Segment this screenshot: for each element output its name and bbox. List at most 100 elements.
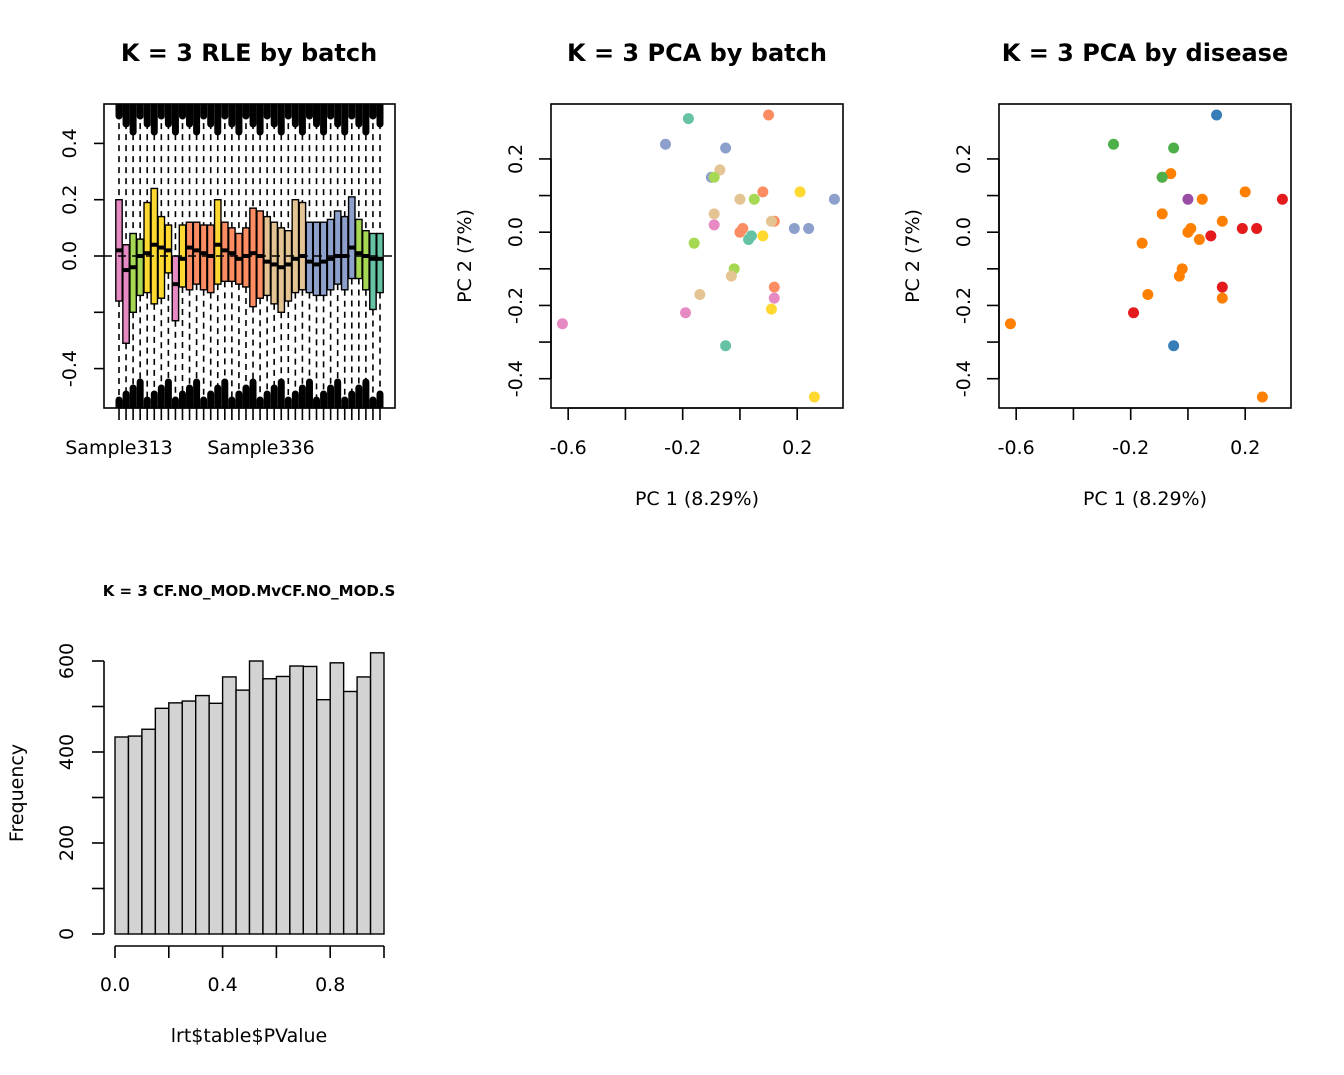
pca-batch-x-tick-label: 0.2 (782, 437, 812, 459)
rle-y-tick-label: 0.4 (59, 128, 81, 158)
rle-boxes (104, 104, 395, 408)
pca-batch-point (708, 208, 720, 220)
pca-disease-point (1108, 138, 1120, 150)
rle-title: K = 3 RLE by batch (121, 39, 377, 67)
rle-box (157, 215, 166, 299)
pca-disease-point (1236, 223, 1248, 235)
pca-disease-y-tick-label: -0.4 (953, 360, 975, 397)
pca-batch-y-tick-label: -0.4 (505, 360, 527, 397)
rle-box (312, 221, 321, 297)
rle-box (333, 210, 342, 285)
histogram-bar (275, 675, 291, 935)
histogram-x-tick-label: 0.4 (207, 974, 237, 996)
pca-batch-point (757, 230, 769, 242)
histogram-x-tick-label: 0.0 (100, 974, 130, 996)
pca-disease-plot-frame (998, 103, 1292, 409)
rle-box (376, 232, 384, 294)
rle-box (298, 201, 307, 291)
pca-batch-point (765, 215, 777, 227)
histogram-bar (168, 702, 183, 935)
rle-x-tick-label: Sample313 (65, 437, 173, 459)
histogram-axes: 0.0 0.4 0.8 0 200 400 600 (56, 643, 385, 996)
histogram-x-label: lrt$table$PValue (171, 1025, 327, 1047)
rle-y-axis: -0.4 0.0 0.2 0.4 (59, 128, 104, 387)
pca-batch-point (828, 193, 840, 205)
histogram-bar (356, 676, 372, 935)
histogram-x-tick-label: 0.8 (315, 974, 345, 996)
histogram-bar (302, 665, 318, 935)
histogram-bar (316, 698, 331, 935)
histogram-bars (114, 652, 385, 935)
histogram-bar (262, 678, 278, 935)
pca-batch-point (794, 186, 806, 198)
pca-batch-point (720, 142, 732, 154)
pca-batch-point (680, 307, 692, 319)
pca-disease-points (1004, 109, 1288, 403)
pca-batch-point (694, 288, 706, 300)
histogram-bar (154, 707, 170, 935)
rle-box (305, 221, 314, 294)
pca-batch-point (708, 171, 720, 183)
histogram-bar (114, 736, 130, 935)
rle-panel: K = 3 RLE by batch -0.4 0.0 0.2 0.4 Sample3… (59, 39, 396, 459)
rle-box (171, 255, 180, 322)
histogram-title: K = 3 CF.NO_MOD.MvCF.NO_MOD.S (103, 582, 396, 600)
histogram-bar (181, 700, 197, 935)
histogram-bar (248, 660, 264, 935)
pca-disease-point (1165, 168, 1177, 180)
histogram-y-label: Frequency (6, 744, 28, 842)
rle-y-tick-label: -0.4 (59, 350, 81, 387)
histogram-bar (369, 652, 385, 935)
pca-disease-point (1216, 281, 1228, 293)
pca-batch-point (748, 193, 760, 205)
pca-disease-title: K = 3 PCA by disease (1002, 39, 1289, 67)
pca-batch-point (556, 318, 568, 330)
pca-batch-point (768, 281, 780, 293)
pca-batch-point (682, 113, 694, 125)
rle-y-tick-label: 0.2 (59, 185, 81, 215)
pca-disease-x-label: PC 1 (8.29%) (1083, 488, 1207, 510)
pca-disease-point (1168, 340, 1180, 352)
pca-disease-y-tick-label: 0.2 (953, 144, 975, 174)
pca-disease-point (1211, 109, 1223, 121)
pca-batch-point (765, 303, 777, 315)
pca-disease-point (1128, 307, 1140, 319)
pca-disease-y-label: PC 2 (7%) (902, 209, 924, 303)
histogram-y-tick-label: 600 (56, 643, 78, 679)
pca-disease-axes: -0.6 -0.2 0.2 -0.4 -0.2 0.0 0.2 (953, 144, 1260, 459)
pca-batch-point (734, 226, 746, 238)
histogram-bar (127, 735, 143, 935)
histogram-bar (329, 662, 345, 935)
rle-box (192, 221, 201, 285)
pca-disease-y-tick-label: -0.2 (953, 287, 975, 324)
rle-box (277, 227, 286, 313)
pca-disease-point (1173, 270, 1185, 282)
rle-box (129, 232, 138, 313)
pca-batch-point (803, 223, 815, 235)
rle-box (354, 218, 363, 280)
pca-disease-point (1182, 226, 1194, 238)
pca-batch-point (725, 270, 737, 282)
pca-disease-point (1168, 142, 1180, 154)
histogram-bar (342, 690, 358, 935)
histogram-bar (289, 665, 305, 935)
histogram-y-tick-label: 400 (56, 734, 78, 770)
pca-disease-panel: K = 3 PCA by disease -0.6 -0.2 0.2 -0.4 -0.2… (902, 39, 1292, 510)
histogram-bar (235, 689, 251, 935)
rle-box (361, 229, 370, 291)
histogram-y-tick-label: 200 (56, 825, 78, 861)
pca-batch-plot-frame (550, 103, 844, 409)
rle-box (143, 201, 152, 294)
histogram-bar (194, 694, 210, 935)
pca-disease-point (1251, 223, 1263, 235)
pca-disease-point (1216, 215, 1228, 227)
rle-box (249, 207, 257, 308)
pca-disease-point (1004, 318, 1016, 330)
rle-box-group (104, 104, 395, 408)
histogram-panel: K = 3 CF.NO_MOD.MvCF.NO_MOD.S 0.0 0.4 0.80… (6, 582, 395, 1047)
pca-disease-point (1182, 193, 1194, 205)
histogram-bar (221, 676, 237, 935)
pca-batch-point (788, 223, 800, 235)
pca-batch-x-tick-label: -0.2 (664, 437, 701, 459)
